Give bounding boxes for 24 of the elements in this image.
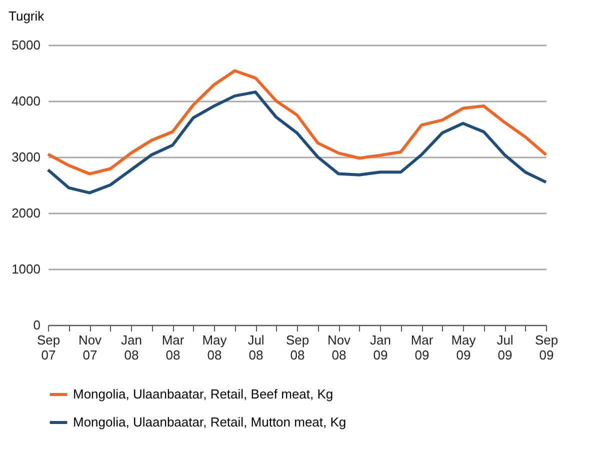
y-tick-label: 5000 (12, 38, 40, 52)
x-tick-label: Mar 09 (410, 332, 434, 362)
x-tick-label: Sep 08 (286, 332, 310, 362)
line-series (46, 69, 548, 176)
y-tick-label: 0 (33, 318, 40, 332)
y-tick-label: 2000 (12, 206, 40, 220)
x-tick-label: Sep 09 (534, 332, 558, 362)
legend-label: Mongolia, Ulaanbaatar, Retail, Mutton meat, Kg (73, 414, 346, 430)
y-tick-label: 4000 (12, 94, 40, 108)
x-tick-label: Jan 09 (370, 332, 391, 362)
x-tick-label: Nov 07 (78, 332, 102, 362)
y-tick-label: 1000 (12, 262, 40, 276)
line-series (46, 90, 548, 194)
x-tick-label: Nov 08 (327, 332, 352, 362)
x-tick-label: Sep 07 (36, 332, 60, 362)
x-tick-label: Jul 08 (248, 332, 264, 362)
x-tick-label: Jul 09 (496, 332, 514, 362)
x-tick-label: Mar 08 (162, 332, 185, 362)
x-tick-label: May 09 (451, 332, 476, 362)
y-tick-label: 3000 (12, 150, 40, 164)
x-tick-label: Jan 08 (121, 332, 142, 362)
legend-label: Mongolia, Ulaanbaatar, Retail, Beef meat, Kg (73, 386, 334, 402)
y-axis-title: Tugrik (8, 8, 45, 24)
x-tick-label: May 08 (202, 332, 228, 362)
